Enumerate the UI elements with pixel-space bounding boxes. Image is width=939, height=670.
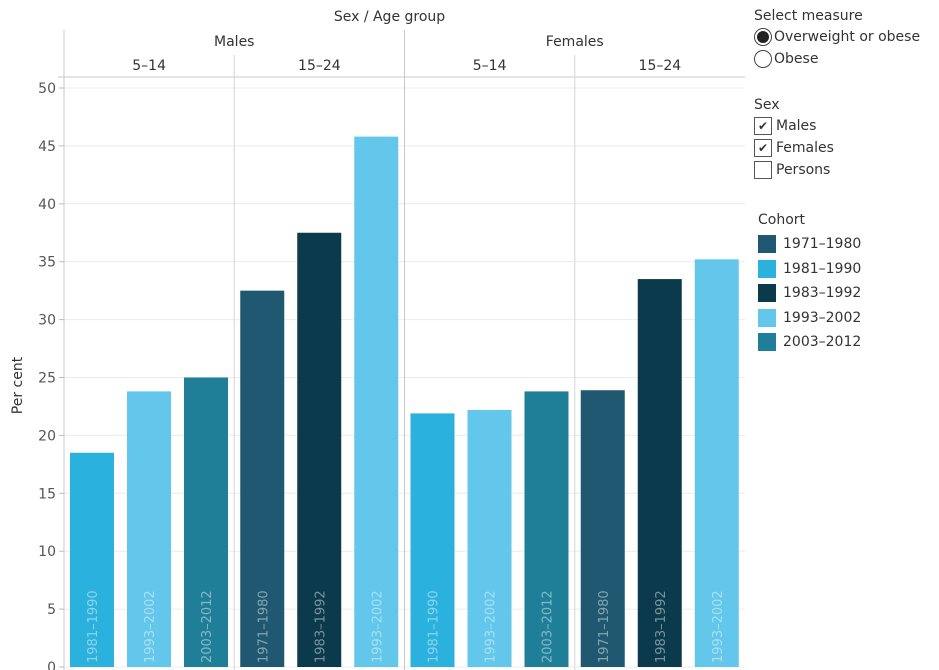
sex-option-females[interactable]: ✔ Females — [754, 137, 834, 159]
y-tick-label: 20 — [38, 428, 56, 444]
bar-cohort-label: 1981–1990 — [427, 590, 442, 663]
legend-swatch — [758, 235, 776, 254]
bar-cohort-label: 1993–2002 — [484, 590, 499, 663]
y-tick-label: 45 — [38, 139, 56, 155]
age-header-label: 15–24 — [298, 58, 341, 74]
checkbox-checked-icon[interactable]: ✔ — [754, 117, 772, 135]
bar-cohort-label: 1981–1990 — [86, 590, 101, 663]
bar-cohort-label: 1983–1992 — [313, 590, 328, 663]
legend-label: 1983–1992 — [783, 285, 862, 302]
legend-item-1993-2002[interactable]: 1993–2002 — [758, 306, 861, 331]
bar — [467, 409, 512, 667]
legend-item-1981-1990[interactable]: 1981–1990 — [758, 257, 861, 282]
bar-cohort-label: 1971–1980 — [256, 590, 271, 663]
legend-item-1971-1980[interactable]: 1971–1980 — [758, 232, 861, 257]
checkbox-checked-icon[interactable]: ✔ — [754, 139, 772, 157]
column-headers: Sex / Age group Males Females 5–14 15–24 5–14… — [132, 9, 681, 74]
chart-frame — [58, 30, 745, 670]
legend-label: 2003–2012 — [783, 334, 862, 351]
bar-cohort-label: 2003–2012 — [200, 590, 215, 663]
bar — [240, 290, 285, 667]
y-tick-label: 30 — [38, 313, 56, 329]
age-header-label: 5–14 — [473, 58, 507, 74]
bar-cohort-label: 1993–2002 — [370, 590, 385, 663]
bars: 1981–1990 1993–2002 2003–2012 1971–1980 1983… — [70, 136, 739, 668]
measure-filter-title: Select measure — [754, 8, 863, 24]
y-tick-label: 0 — [47, 660, 56, 670]
sex-filter-title: Sex — [754, 97, 780, 113]
age-header-label: 15–24 — [639, 58, 682, 74]
bar — [524, 391, 569, 667]
measure-option-overweight[interactable]: Overweight or obese — [754, 26, 920, 48]
sex-option-label: Males — [776, 118, 817, 134]
y-tick-label: 15 — [38, 486, 56, 502]
bar — [127, 391, 171, 667]
sex-header-label: Males — [214, 34, 254, 50]
bar — [184, 377, 228, 667]
y-tick-label: 50 — [38, 81, 56, 97]
sex-option-males[interactable]: ✔ Males — [754, 115, 834, 137]
measure-option-label: Obese — [774, 51, 819, 67]
bar — [410, 413, 455, 667]
y-tick-label: 25 — [38, 371, 56, 387]
bar — [297, 232, 342, 667]
legend-label: 1981–1990 — [783, 260, 862, 277]
legend-label: 1993–2002 — [783, 309, 862, 326]
sex-option-persons[interactable]: Persons — [754, 159, 834, 181]
y-tick-label: 40 — [38, 197, 56, 213]
measure-filter: Select measure Overweight or obese Obese — [754, 8, 920, 70]
column-header-title: Sex / Age group — [334, 9, 445, 25]
y-axis: 0 5 10 15 20 25 30 35 40 45 50 Per cent — [10, 81, 64, 670]
y-axis-label: Per cent — [10, 356, 26, 414]
age-header-label: 5–14 — [132, 58, 166, 74]
legend-item-1983-1992[interactable]: 1983–1992 — [758, 281, 861, 306]
legend-swatch — [758, 284, 776, 303]
bar — [637, 279, 682, 667]
measure-option-obese[interactable]: Obese — [754, 48, 920, 70]
cohort-legend-title: Cohort — [758, 212, 806, 228]
bar — [580, 390, 625, 667]
y-tick-label: 5 — [47, 602, 56, 618]
sex-filter: Sex ✔ Males ✔ Females Persons — [754, 97, 834, 181]
bar-cohort-label: 1993–2002 — [143, 590, 158, 663]
y-tick-label: 35 — [38, 255, 56, 271]
bar-chart: 1981–1990 1993–2002 2003–2012 1971–1980 1983… — [10, 9, 745, 670]
sex-option-label: Persons — [776, 162, 831, 178]
legend-label: 1971–1980 — [783, 236, 862, 253]
legend-swatch — [758, 333, 776, 352]
sex-option-label: Females — [776, 140, 834, 156]
bar — [70, 452, 114, 667]
bar — [694, 259, 739, 667]
bar-cohort-label: 1971–1980 — [597, 590, 612, 663]
bar-cohort-label: 1983–1992 — [654, 590, 669, 663]
cohort-legend: Cohort 1971–1980 1981–1990 1983–1992 199… — [754, 212, 861, 355]
bar-cohort-label: 2003–2012 — [541, 590, 556, 663]
radio-selected-icon[interactable] — [754, 28, 772, 46]
legend-swatch — [758, 308, 776, 327]
measure-option-label: Overweight or obese — [774, 29, 921, 45]
bar-cohort-label: 1993–2002 — [711, 590, 726, 663]
radio-unselected-icon[interactable] — [754, 50, 772, 68]
legend-item-2003-2012[interactable]: 2003–2012 — [758, 330, 861, 355]
checkbox-unchecked-icon[interactable] — [754, 161, 772, 179]
legend-swatch — [758, 259, 776, 278]
y-tick-label: 10 — [38, 544, 56, 560]
bar — [354, 136, 399, 668]
sex-header-label: Females — [546, 34, 604, 50]
